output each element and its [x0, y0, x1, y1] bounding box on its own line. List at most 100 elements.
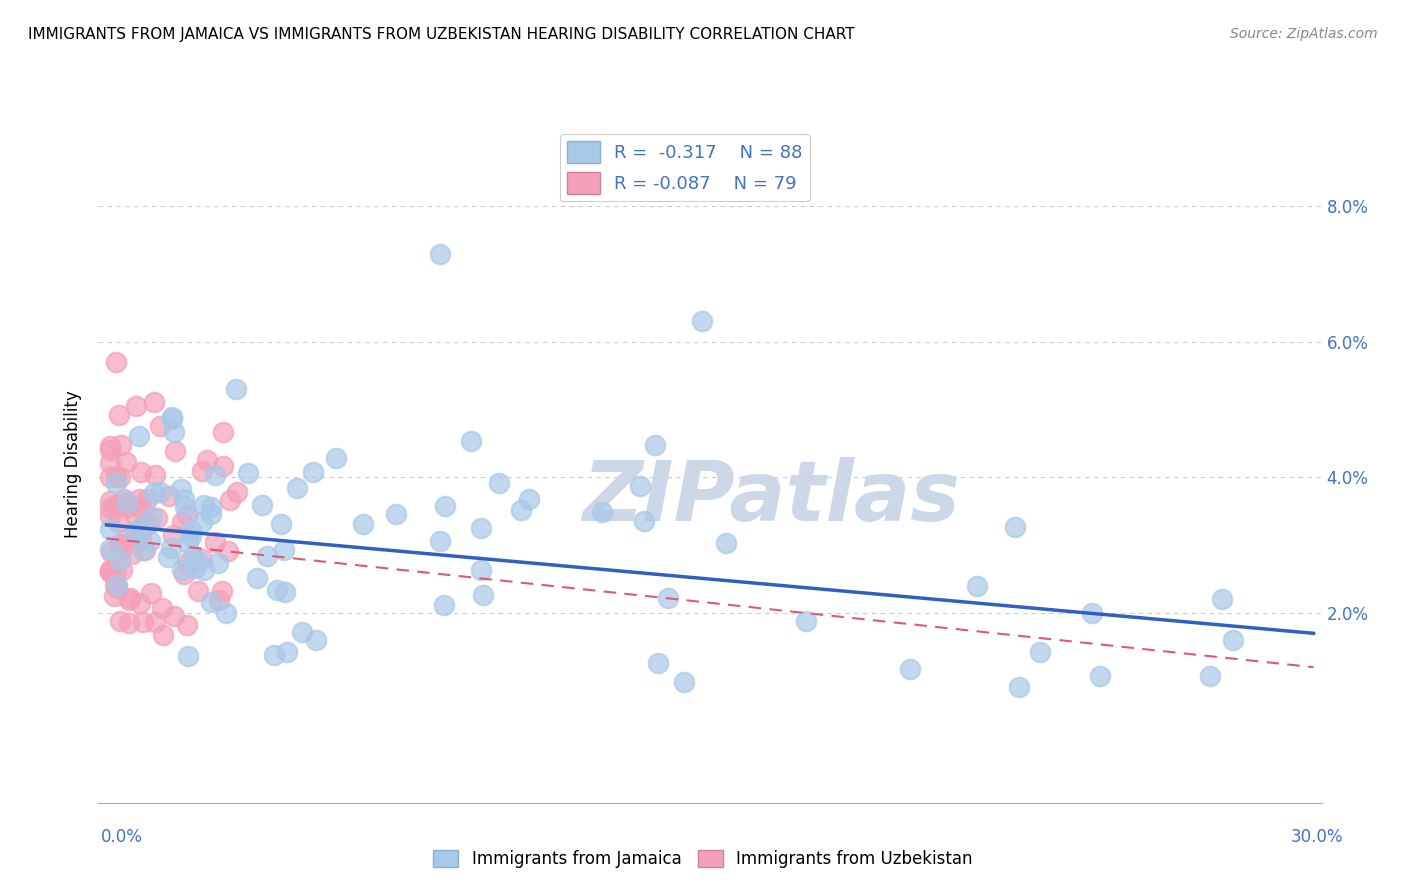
Point: [100, 442, 122, 457]
Point: [263, 648, 285, 662]
Point: [250, 498, 273, 512]
Point: [129, 521, 152, 535]
Point: [100, 493, 122, 508]
Point: [488, 475, 510, 490]
Point: [630, 479, 652, 493]
Point: [115, 455, 138, 469]
Point: [429, 246, 451, 260]
Point: [190, 515, 212, 529]
Point: [207, 557, 229, 571]
Point: [163, 444, 186, 458]
Point: [128, 428, 150, 442]
Point: [111, 563, 134, 577]
Point: [105, 578, 128, 592]
Point: [100, 566, 122, 580]
Point: [139, 533, 162, 548]
Point: [156, 549, 179, 564]
Point: [898, 661, 921, 675]
Point: [143, 468, 166, 483]
Point: [100, 522, 122, 536]
Point: [143, 486, 166, 500]
Point: [100, 541, 122, 556]
Point: [108, 537, 131, 551]
Point: [149, 419, 172, 434]
Point: [176, 508, 198, 522]
Point: [104, 499, 127, 513]
Point: [110, 470, 132, 484]
Point: [176, 618, 198, 632]
Point: [124, 508, 146, 522]
Point: [180, 523, 202, 537]
Point: [132, 519, 155, 533]
Point: [274, 585, 297, 599]
Point: [591, 505, 613, 519]
Point: [204, 468, 226, 483]
Point: [200, 500, 222, 515]
Point: [191, 552, 214, 566]
Point: [352, 517, 374, 532]
Point: [100, 439, 122, 453]
Point: [218, 493, 240, 508]
Y-axis label: Hearing Disability: Hearing Disability: [65, 390, 83, 538]
Point: [100, 500, 122, 515]
Point: [184, 561, 207, 575]
Point: [187, 583, 209, 598]
Point: [105, 581, 128, 595]
Point: [1029, 645, 1052, 659]
Point: [104, 564, 127, 578]
Point: [273, 543, 295, 558]
Point: [143, 615, 166, 629]
Point: [433, 598, 456, 612]
Point: [794, 614, 817, 628]
Point: [225, 382, 247, 396]
Point: [690, 314, 713, 328]
Point: [152, 600, 174, 615]
Point: [105, 355, 128, 369]
Point: [207, 593, 229, 607]
Point: [134, 542, 156, 557]
Point: [647, 657, 669, 671]
Point: [159, 541, 181, 556]
Point: [1088, 669, 1111, 683]
Point: [1080, 606, 1102, 620]
Point: [104, 469, 127, 483]
Point: [215, 606, 238, 620]
Point: [193, 499, 215, 513]
Point: [217, 544, 239, 558]
Text: ZIPatlas: ZIPatlas: [582, 458, 960, 538]
Point: [139, 586, 162, 600]
Point: [187, 554, 209, 568]
Point: [176, 649, 198, 664]
Point: [173, 492, 195, 507]
Point: [100, 564, 122, 578]
Legend: Immigrants from Jamaica, Immigrants from Uzbekistan: Immigrants from Jamaica, Immigrants from…: [426, 843, 980, 875]
Point: [204, 535, 226, 549]
Point: [100, 563, 122, 577]
Point: [177, 536, 200, 550]
Point: [117, 531, 139, 545]
Point: [172, 516, 194, 530]
Point: [305, 633, 328, 648]
Point: [470, 563, 492, 577]
Point: [633, 515, 655, 529]
Point: [325, 451, 347, 466]
Text: IMMIGRANTS FROM JAMAICA VS IMMIGRANTS FROM UZBEKISTAN HEARING DISABILITY CORRELA: IMMIGRANTS FROM JAMAICA VS IMMIGRANTS FR…: [28, 27, 855, 42]
Point: [433, 499, 456, 513]
Point: [108, 614, 131, 628]
Point: [211, 425, 233, 439]
Point: [195, 452, 218, 467]
Point: [143, 394, 166, 409]
Point: [148, 485, 170, 500]
Point: [100, 544, 122, 558]
Point: [181, 549, 204, 564]
Point: [105, 475, 128, 490]
Point: [108, 552, 131, 566]
Point: [193, 563, 215, 577]
Point: [644, 438, 666, 452]
Point: [276, 645, 298, 659]
Point: [212, 458, 235, 473]
Point: [173, 500, 195, 515]
Point: [160, 410, 183, 425]
Point: [301, 465, 323, 479]
Point: [152, 628, 174, 642]
